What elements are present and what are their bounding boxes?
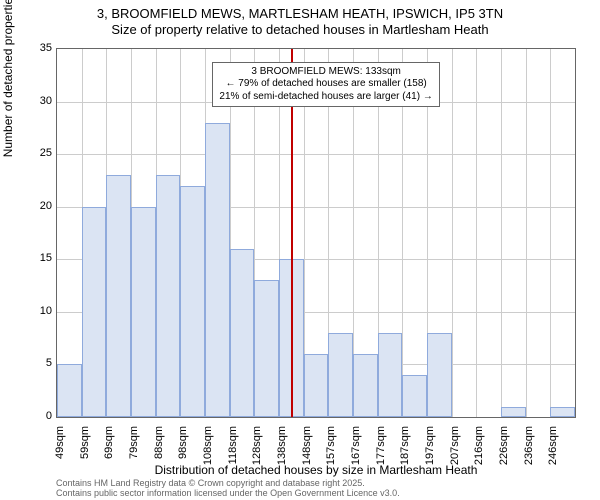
histogram-bar <box>57 364 82 417</box>
x-tick-label: 167sqm <box>350 426 362 476</box>
gridline-v <box>501 49 502 417</box>
x-tick-label: 108sqm <box>202 426 214 476</box>
gridline-h <box>57 154 575 155</box>
y-tick-label: 20 <box>22 200 52 212</box>
x-tick-label: 98sqm <box>177 426 189 476</box>
histogram-bar <box>230 249 255 417</box>
x-tick-label: 197sqm <box>424 426 436 476</box>
gridline-v <box>476 49 477 417</box>
footer-text: Contains HM Land Registry data © Crown c… <box>56 478 576 499</box>
plot-area: 3 BROOMFIELD MEWS: 133sqm ← 79% of detac… <box>56 48 576 418</box>
title-line-2: Size of property relative to detached ho… <box>0 22 600 38</box>
histogram-bar <box>427 333 452 417</box>
y-axis-label: Number of detached properties <box>1 0 15 157</box>
x-tick-label: 69sqm <box>103 426 115 476</box>
histogram-bar <box>328 333 353 417</box>
histogram-bar <box>131 207 156 417</box>
x-tick-label: 157sqm <box>325 426 337 476</box>
footer-line-2: Contains public sector information licen… <box>56 488 576 498</box>
y-tick-label: 25 <box>22 147 52 159</box>
y-tick-label: 0 <box>22 410 52 422</box>
annotation-line-1: 3 BROOMFIELD MEWS: 133sqm <box>219 66 432 79</box>
histogram-bar <box>501 407 526 418</box>
histogram-bar <box>378 333 403 417</box>
histogram-bar <box>353 354 378 417</box>
y-tick-label: 30 <box>22 95 52 107</box>
histogram-bar <box>402 375 427 417</box>
histogram-bar <box>205 123 230 417</box>
x-tick-label: 79sqm <box>128 426 140 476</box>
x-tick-label: 49sqm <box>54 426 66 476</box>
histogram-bar <box>106 175 131 417</box>
x-tick-label: 207sqm <box>449 426 461 476</box>
annotation-line-3: 21% of semi-detached houses are larger (… <box>219 91 432 104</box>
histogram-bar <box>180 186 205 417</box>
x-tick-label: 128sqm <box>251 426 263 476</box>
gridline-v <box>550 49 551 417</box>
x-tick-label: 148sqm <box>301 426 313 476</box>
x-tick-label: 177sqm <box>375 426 387 476</box>
x-tick-label: 88sqm <box>153 426 165 476</box>
y-tick-label: 5 <box>22 357 52 369</box>
x-tick-label: 216sqm <box>473 426 485 476</box>
histogram-bar <box>82 207 107 417</box>
y-tick-label: 35 <box>22 42 52 54</box>
histogram-bar <box>254 280 279 417</box>
x-tick-label: 236sqm <box>523 426 535 476</box>
histogram-bar <box>550 407 575 418</box>
x-tick-label: 138sqm <box>276 426 288 476</box>
x-tick-label: 59sqm <box>79 426 91 476</box>
gridline-v <box>452 49 453 417</box>
annotation-line-2: ← 79% of detached houses are smaller (15… <box>219 78 432 91</box>
title-block: 3, BROOMFIELD MEWS, MARTLESHAM HEATH, IP… <box>0 0 600 39</box>
x-tick-label: 226sqm <box>498 426 510 476</box>
x-tick-label: 118sqm <box>227 426 239 476</box>
y-tick-label: 15 <box>22 252 52 264</box>
y-tick-label: 10 <box>22 305 52 317</box>
x-tick-label: 187sqm <box>399 426 411 476</box>
chart-container: 3, BROOMFIELD MEWS, MARTLESHAM HEATH, IP… <box>0 0 600 500</box>
annotation-box: 3 BROOMFIELD MEWS: 133sqm ← 79% of detac… <box>212 62 439 108</box>
x-tick-label: 246sqm <box>547 426 559 476</box>
footer-line-1: Contains HM Land Registry data © Crown c… <box>56 478 576 488</box>
histogram-bar <box>304 354 329 417</box>
title-line-1: 3, BROOMFIELD MEWS, MARTLESHAM HEATH, IP… <box>0 6 600 22</box>
histogram-bar <box>156 175 181 417</box>
gridline-v <box>526 49 527 417</box>
